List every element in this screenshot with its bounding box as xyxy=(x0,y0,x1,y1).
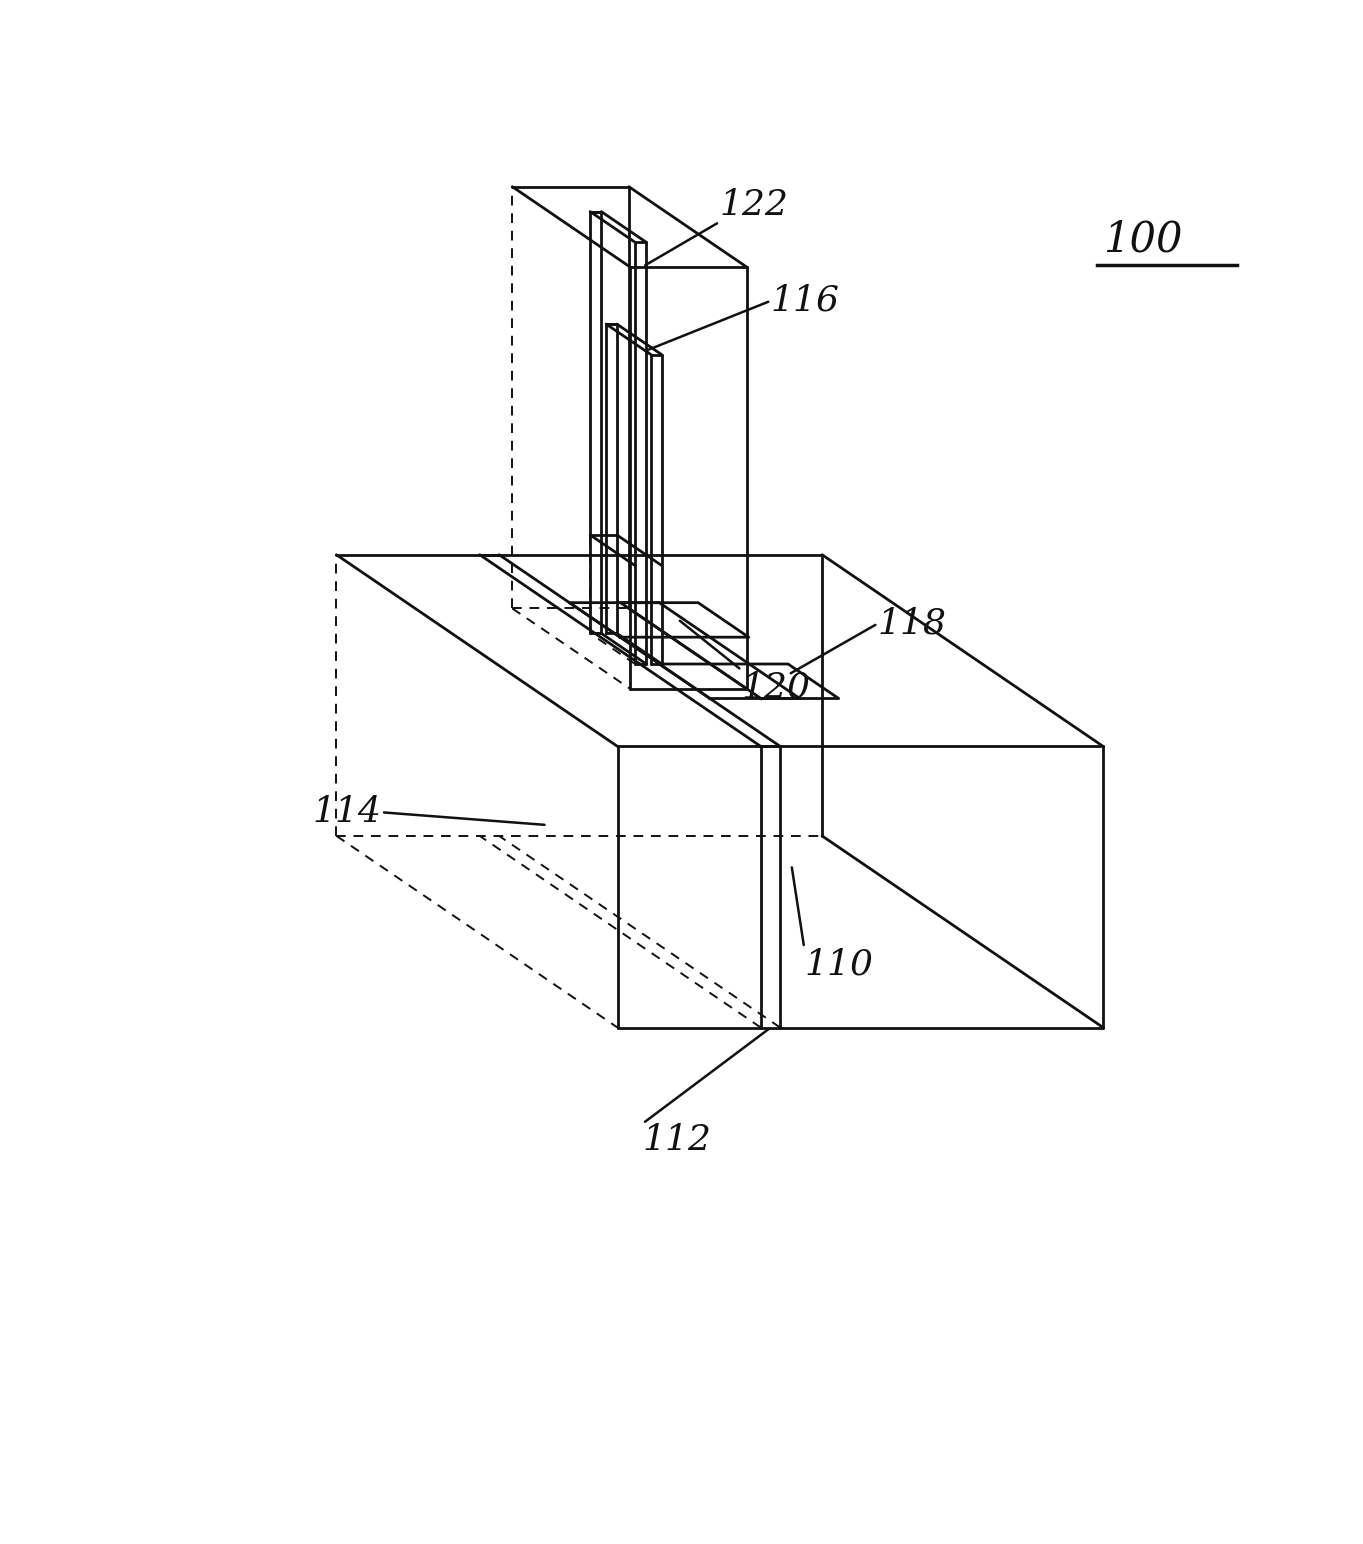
Text: 120: 120 xyxy=(741,670,811,704)
Text: 122: 122 xyxy=(720,188,788,222)
Text: 118: 118 xyxy=(878,607,947,641)
Text: 114: 114 xyxy=(312,795,382,829)
Text: 116: 116 xyxy=(771,284,840,318)
Text: 110: 110 xyxy=(804,948,874,982)
Text: 112: 112 xyxy=(643,1124,711,1158)
Text: 100: 100 xyxy=(1103,219,1183,261)
